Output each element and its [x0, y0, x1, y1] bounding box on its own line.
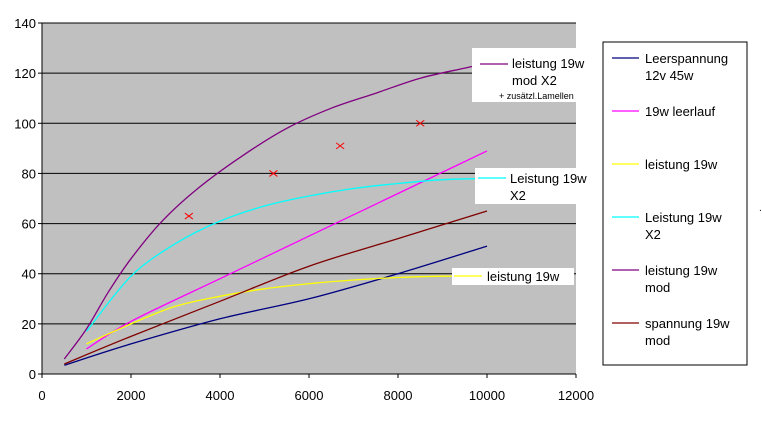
- x-tick-label: 10000: [469, 388, 505, 403]
- y-tick-label: 0: [29, 367, 36, 382]
- series-layer: [63, 62, 488, 366]
- y-tick-label: 80: [22, 166, 36, 181]
- legend-label: 19w leerlauf: [645, 104, 715, 119]
- y-tick-label: 100: [14, 116, 36, 131]
- x-tick-labels: 0 2000 4000 6000 8000 10000 12000: [38, 388, 594, 403]
- legend-item: 19w leerlauf: [612, 104, 715, 119]
- y-tick-labels: 0 20 40 60 80 100 120 140: [14, 16, 36, 382]
- annotation-x2: Leistung 19w X2: [475, 168, 598, 204]
- data-marker: [184, 212, 194, 220]
- series-line-0: [64, 245, 488, 366]
- series-line-1: [86, 150, 488, 350]
- annotation-text-line: leistung 19w: [512, 56, 585, 71]
- series-line-3: [85, 177, 488, 332]
- legend-label: mod: [645, 280, 670, 295]
- y-tick-label: 60: [22, 217, 36, 232]
- legend-label: leistung 19w: [645, 157, 718, 172]
- annotation-text-line: Leistung 19w: [510, 171, 587, 186]
- annotation-mod-x2: leistung 19w mod X2 + zusätzl.Lamellen: [472, 48, 596, 102]
- legend-item: Leerspannung 12v 45w: [612, 51, 728, 83]
- legend-label: X2: [645, 227, 661, 242]
- x-tick-label: 4000: [206, 388, 235, 403]
- legend-item: leistung 19w mod: [612, 263, 718, 295]
- legend-label: leistung 19w: [645, 263, 718, 278]
- x-tick-label: 8000: [384, 388, 413, 403]
- data-marker: [335, 142, 345, 150]
- annotation-subtext: + zusätzl.Lamellen: [499, 91, 574, 101]
- legend-item: spannung 19w mod: [612, 316, 730, 348]
- y-tick-label: 20: [22, 317, 36, 332]
- annotation-box: [472, 48, 596, 102]
- legend-label: Leerspannung: [645, 51, 728, 66]
- x-tick-label: 6000: [295, 388, 324, 403]
- axes: [38, 22, 577, 378]
- legend-label: mod: [645, 333, 670, 348]
- marker-layer: [184, 119, 425, 220]
- legend: Leerspannung 12v 45w 19w leerlauf leistung …: [602, 41, 748, 366]
- legend-label: spannung 19w: [645, 316, 730, 331]
- x-tick-label: 2000: [117, 388, 146, 403]
- annotation-text-line: mod X2: [512, 73, 557, 88]
- stray-dot: .: [759, 203, 762, 214]
- x-tick-label: 12000: [558, 388, 594, 403]
- series-line-2: [86, 275, 488, 345]
- legend-item: Leistung 19w X2: [612, 210, 722, 242]
- annotation-box: [475, 168, 598, 204]
- annotation-text-line: leistung 19w: [487, 269, 560, 284]
- annotation-box: [452, 268, 574, 285]
- legend-label: 12v 45w: [645, 68, 694, 83]
- y-tick-label: 120: [14, 66, 36, 81]
- x-tick-label: 0: [38, 388, 45, 403]
- series-line-4: [63, 62, 488, 360]
- y-tick-label: 140: [14, 16, 36, 31]
- legend-item: leistung 19w: [612, 157, 718, 172]
- annotation-text-line: X2: [510, 188, 526, 203]
- data-marker: [415, 119, 425, 127]
- series-line-5: [64, 210, 488, 365]
- y-tick-label: 40: [22, 267, 36, 282]
- legend-items: Leerspannung 12v 45w 19w leerlauf leistung …: [612, 51, 730, 348]
- data-marker: [269, 170, 278, 177]
- annotation-19w: leistung 19w: [452, 268, 574, 285]
- legend-label: Leistung 19w: [645, 210, 722, 225]
- legend-box: [602, 41, 748, 366]
